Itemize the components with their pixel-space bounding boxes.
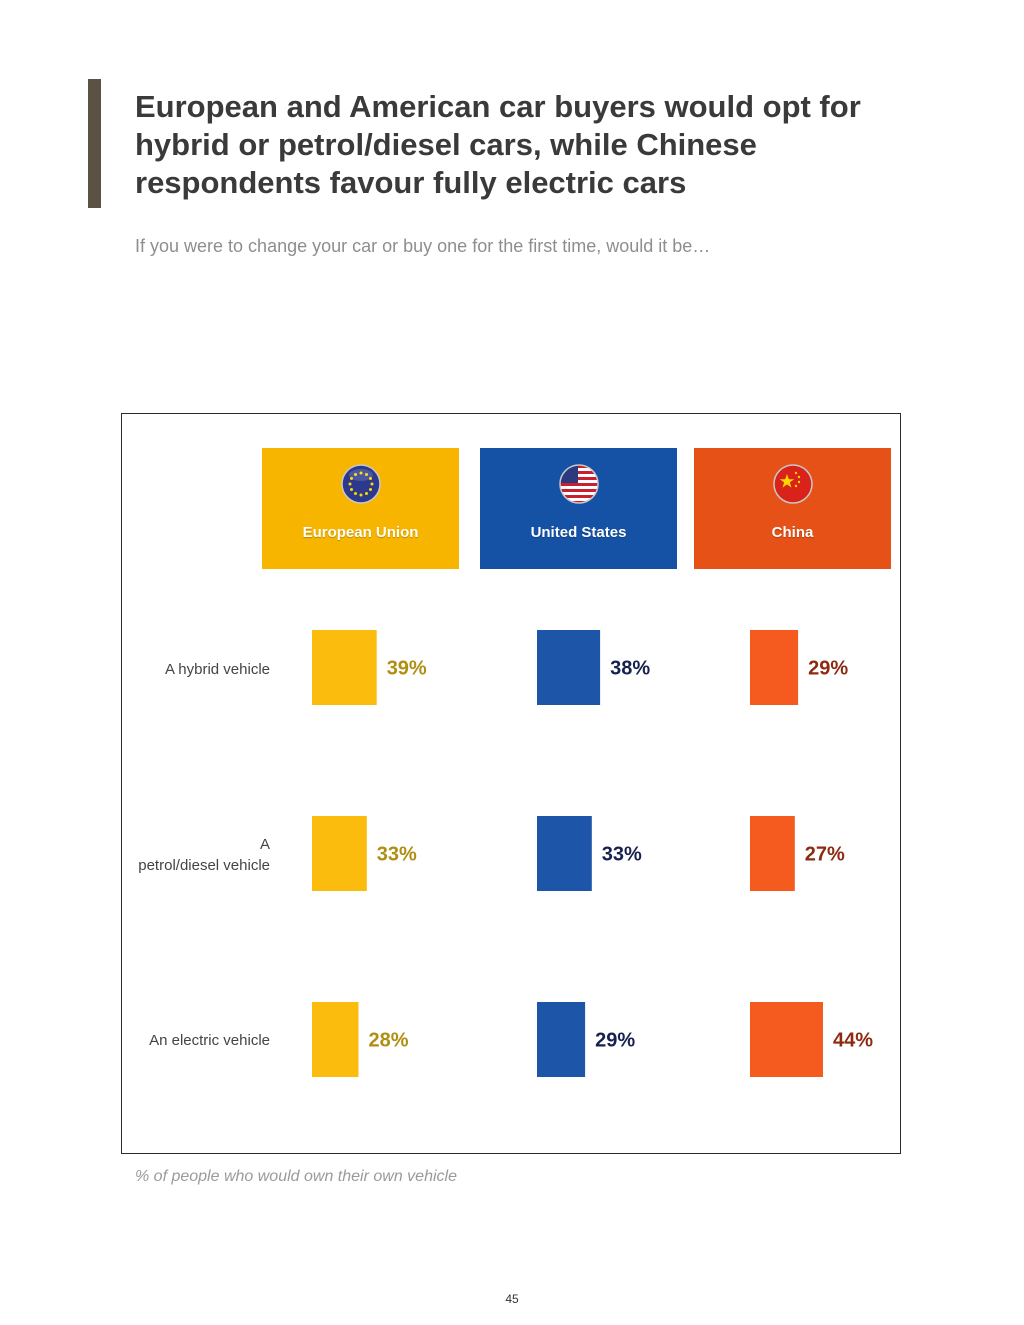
header-label-united-states: United States bbox=[530, 524, 627, 541]
header-china: China bbox=[694, 448, 891, 569]
page-number: 45 bbox=[505, 1292, 519, 1306]
square-cn-electric bbox=[750, 1002, 823, 1077]
header-label-european-union: European Union bbox=[302, 524, 419, 541]
square-cn-hybrid bbox=[750, 630, 799, 705]
square-us-hybrid bbox=[537, 630, 601, 705]
chart-frame bbox=[121, 413, 901, 1154]
header-european-union: European Union bbox=[262, 448, 459, 569]
square-us-petrol-diesel bbox=[537, 816, 592, 891]
row-label-electric: An electric vehicle bbox=[149, 1032, 270, 1049]
square-eu-electric bbox=[312, 1002, 359, 1077]
header-label-china: China bbox=[771, 524, 814, 541]
value-label-cn-petrol-diesel: 27% bbox=[805, 844, 845, 866]
row-label-hybrid: A hybrid vehicle bbox=[164, 661, 270, 678]
value-label-us-hybrid: 38% bbox=[610, 658, 650, 680]
survey-question: If you were to change your car or buy on… bbox=[135, 236, 711, 256]
square-eu-hybrid bbox=[312, 630, 377, 705]
accent-bar bbox=[88, 79, 101, 208]
value-label-eu-electric: 28% bbox=[369, 1030, 409, 1052]
value-label-eu-hybrid: 39% bbox=[387, 658, 427, 680]
footnote: % of people who would own their own vehi… bbox=[135, 1168, 457, 1185]
page-title: European and American car buyers would o… bbox=[135, 89, 861, 200]
value-label-cn-electric: 44% bbox=[833, 1030, 873, 1052]
china-flag-icon bbox=[772, 464, 813, 504]
square-eu-petrol-diesel bbox=[312, 816, 367, 891]
eu-flag-icon bbox=[340, 464, 381, 504]
value-label-cn-hybrid: 29% bbox=[808, 658, 848, 680]
value-label-us-electric: 29% bbox=[595, 1030, 635, 1052]
header-united-states: United States bbox=[480, 448, 677, 569]
value-label-us-petrol-diesel: 33% bbox=[602, 844, 642, 866]
square-us-electric bbox=[537, 1002, 586, 1077]
value-label-eu-petrol-diesel: 33% bbox=[377, 844, 417, 866]
square-cn-petrol-diesel bbox=[750, 816, 795, 891]
us-flag-icon bbox=[558, 464, 599, 504]
